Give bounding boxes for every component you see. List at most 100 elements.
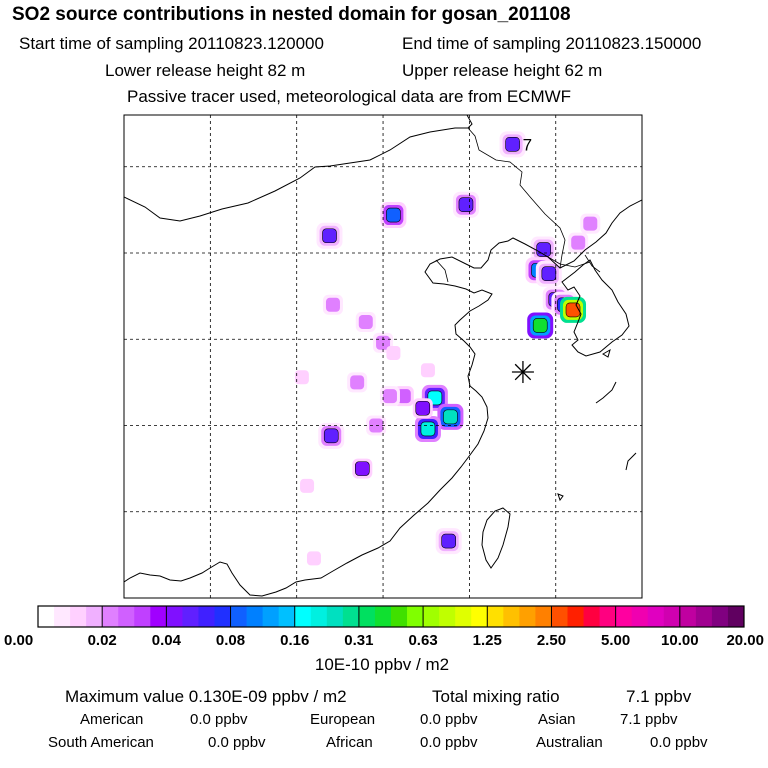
colorbar-label-3: 0.08 [215, 632, 246, 649]
colorbar-bin-9 [182, 606, 199, 627]
source-blob-25-layer-2 [350, 375, 365, 390]
colorbar-label-9: 5.00 [601, 632, 631, 649]
max-value-label: Maximum value 0.130E-09 ppbv / m2 [65, 687, 347, 706]
colorbar-bin-32 [551, 606, 568, 627]
region-south-american-name: South American [48, 734, 154, 751]
colorbar-bin-28 [487, 606, 504, 627]
graticule [124, 115, 642, 598]
colorbar-bin-2 [70, 606, 87, 627]
colorbar [37, 605, 745, 628]
source-blob-0-layer-2 [505, 137, 520, 152]
source-blob-30-layer-2 [300, 478, 315, 493]
colorbar-bin-42 [711, 606, 729, 627]
colorbar-bin-5 [118, 606, 135, 627]
colorbar-label-11: 20.00 [726, 632, 764, 649]
source-blob-18-layer-2 [382, 389, 397, 404]
source-blob-8-layer-2 [541, 266, 557, 282]
colorbar-bin-4 [102, 606, 119, 627]
colorbar-label-0: 0.00 [4, 632, 34, 649]
colorbar-bin-7 [150, 606, 167, 627]
source-blob-29-layer-2 [294, 370, 309, 385]
colorbar-bin-41 [695, 606, 713, 627]
concentration-field [294, 131, 601, 566]
colorbar-bin-20 [358, 606, 376, 627]
colorbar-bin-25 [439, 606, 456, 627]
colorbar-label-2: 0.04 [151, 632, 181, 649]
colorbar-label-10: 10.00 [661, 632, 699, 649]
source-blob-14-layer-2 [443, 409, 458, 425]
region-european-value: 0.0 ppbv [420, 711, 478, 728]
source-blob-19-layer-2 [323, 428, 339, 444]
source-blob-31-layer-2 [306, 551, 321, 566]
colorbar-bin-0 [38, 606, 55, 627]
chart-title: SO2 source contributions in nested domai… [12, 4, 571, 25]
total-mixing-value: 7.1 ppbv [626, 687, 692, 706]
colorbar-label-5: 0.31 [344, 632, 374, 649]
region-american-value: 0.0 ppbv [190, 711, 248, 728]
upper-release-label: Upper release height 62 m [402, 61, 603, 80]
colorbar-label-1: 0.02 [87, 632, 117, 649]
colorbar-label-7: 1.25 [472, 632, 502, 649]
source-blob-20-layer-2 [355, 461, 370, 476]
colorbar-bin-35 [599, 606, 617, 627]
source-blob-2-layer-2 [386, 207, 401, 223]
region-asian-value: 7.1 ppbv [620, 711, 678, 728]
colorbar-bin-22 [391, 606, 408, 627]
region-asian-name: Asian [538, 711, 576, 728]
region-african-value: 0.0 ppbv [420, 734, 478, 751]
colorbar-bin-23 [407, 606, 424, 627]
colorbar-bin-11 [214, 606, 231, 627]
colorbar-bin-43 [727, 606, 745, 627]
colorbar-bin-19 [342, 606, 360, 627]
border-lines [435, 127, 601, 283]
tracer-note: Passive tracer used, meteorological data… [127, 87, 572, 106]
colorbar-bin-39 [663, 606, 681, 627]
region-australian-name: Australian [536, 734, 603, 751]
region-african-name: African [326, 734, 373, 751]
colorbar-bin-1 [54, 606, 71, 627]
colorbar-bin-34 [583, 606, 600, 627]
lower-release-label: Lower release height 82 m [105, 61, 306, 80]
source-blob-16-layer-2 [415, 400, 431, 416]
colorbar-bin-6 [134, 606, 151, 627]
colorbar-label-4: 0.16 [280, 632, 310, 649]
source-blob-11-layer-2 [565, 302, 581, 318]
colorbar-label-8: 2.50 [536, 632, 567, 649]
colorbar-bin-37 [631, 606, 649, 627]
receptor-marker [511, 361, 534, 384]
colorbar-bin-10 [198, 606, 215, 627]
colorbar-bin-12 [230, 606, 247, 627]
colorbar-bin-24 [423, 606, 440, 627]
region-south-american-value: 0.0 ppbv [208, 734, 266, 751]
colorbar-bin-17 [310, 606, 328, 627]
colorbar-bin-13 [246, 606, 264, 627]
source-blob-17-layer-2 [396, 389, 411, 404]
region-american-name: American [80, 711, 144, 728]
end-time-label: End time of sampling 20110823.150000 [402, 34, 702, 53]
source-blob-23-layer-2 [358, 315, 373, 329]
colorbar-bin-27 [471, 606, 488, 627]
colorbar-bin-30 [519, 606, 536, 627]
source-blob-27-layer-2 [386, 346, 401, 361]
source-blob-15-layer-2 [420, 421, 436, 437]
colorbar-bin-21 [374, 606, 392, 627]
source-blob-28-layer-2 [420, 363, 435, 378]
source-blob-3-layer-2 [322, 228, 337, 244]
map-label: 7 [523, 135, 532, 154]
total-mixing-label: Total mixing ratio [432, 687, 560, 706]
colorbar-bin-36 [615, 606, 633, 627]
colorbar-bin-15 [278, 606, 296, 627]
colorbar-label-6: 0.63 [408, 632, 438, 649]
map-frame [123, 114, 643, 599]
map-chart: 7 [37, 114, 745, 628]
colorbar-bin-16 [294, 606, 312, 627]
colorbar-unit-text: 10E-10 ppbv / m2 [314, 655, 450, 674]
source-blob-24-layer-2 [376, 335, 391, 350]
colorbar-bin-40 [679, 606, 697, 627]
region-australian-value: 0.0 ppbv [650, 734, 708, 751]
colorbar-frame [37, 605, 745, 628]
source-blob-5-layer-2 [571, 235, 586, 250]
colorbar-bin-18 [326, 606, 344, 627]
source-blob-4-layer-2 [583, 216, 598, 231]
colorbar-bin-38 [647, 606, 665, 627]
